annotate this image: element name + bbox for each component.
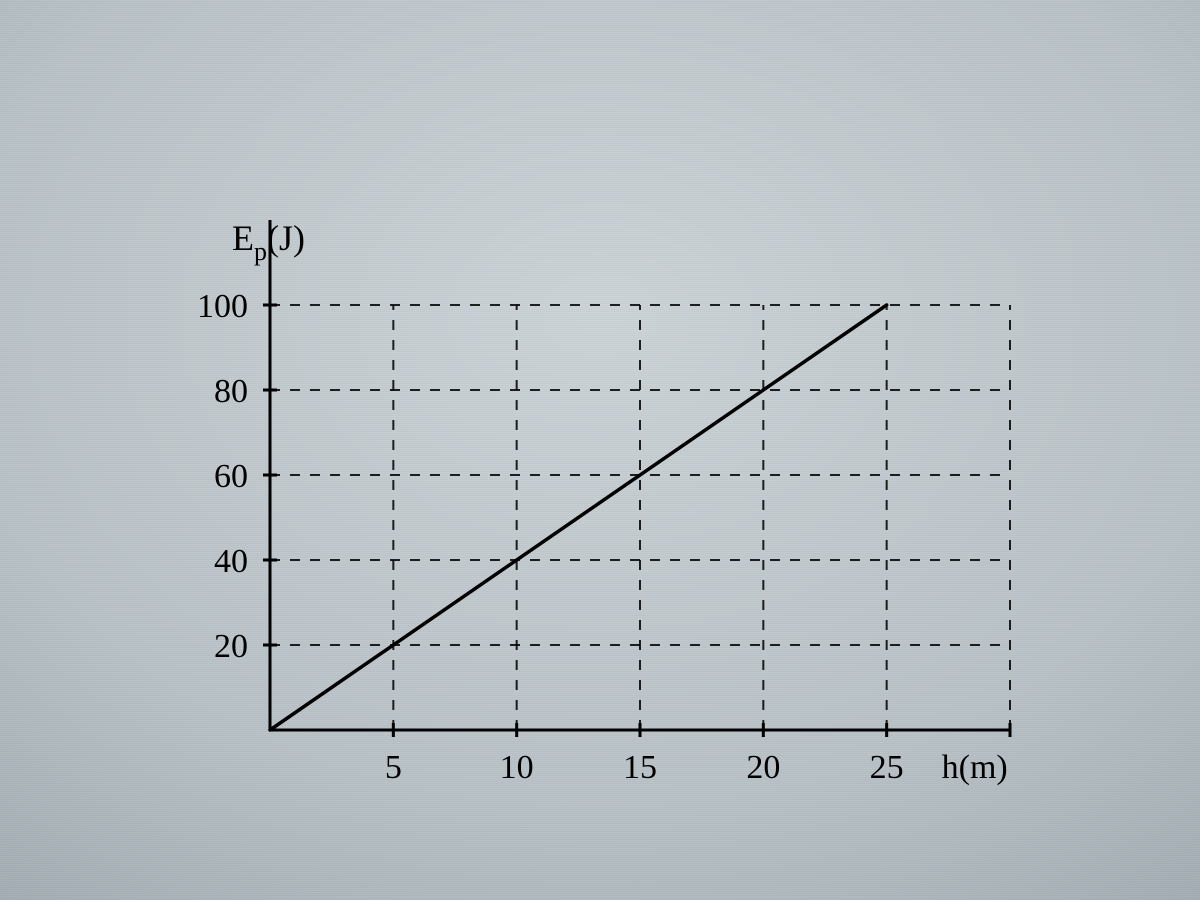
x-tick-labels: 5 10 15 20 25 [385, 749, 904, 786]
data-line [270, 305, 887, 730]
x-tick-label: 25 [870, 749, 904, 786]
y-tick-label: 60 [214, 458, 248, 495]
y-tick-label: 100 [197, 288, 248, 325]
x-tick-label: 20 [746, 749, 780, 786]
potential-energy-chart: Ep(J) h(m) 510152025 20406080100 [0, 0, 1200, 900]
y-tick-label: 20 [214, 628, 248, 665]
y-tick-label: 80 [214, 373, 248, 410]
x-axis-label: h(m) [942, 749, 1008, 786]
x-tick-label: 10 [500, 749, 534, 786]
x-tick-label: 15 [623, 749, 657, 786]
y-tick-labels: 20 40 60 80 100 [197, 288, 248, 665]
tick-marks [263, 305, 1010, 737]
grid-lines [270, 305, 1010, 730]
y-tick-label: 40 [214, 543, 248, 580]
x-tick-label: 5 [385, 749, 402, 786]
series-line [270, 305, 887, 730]
